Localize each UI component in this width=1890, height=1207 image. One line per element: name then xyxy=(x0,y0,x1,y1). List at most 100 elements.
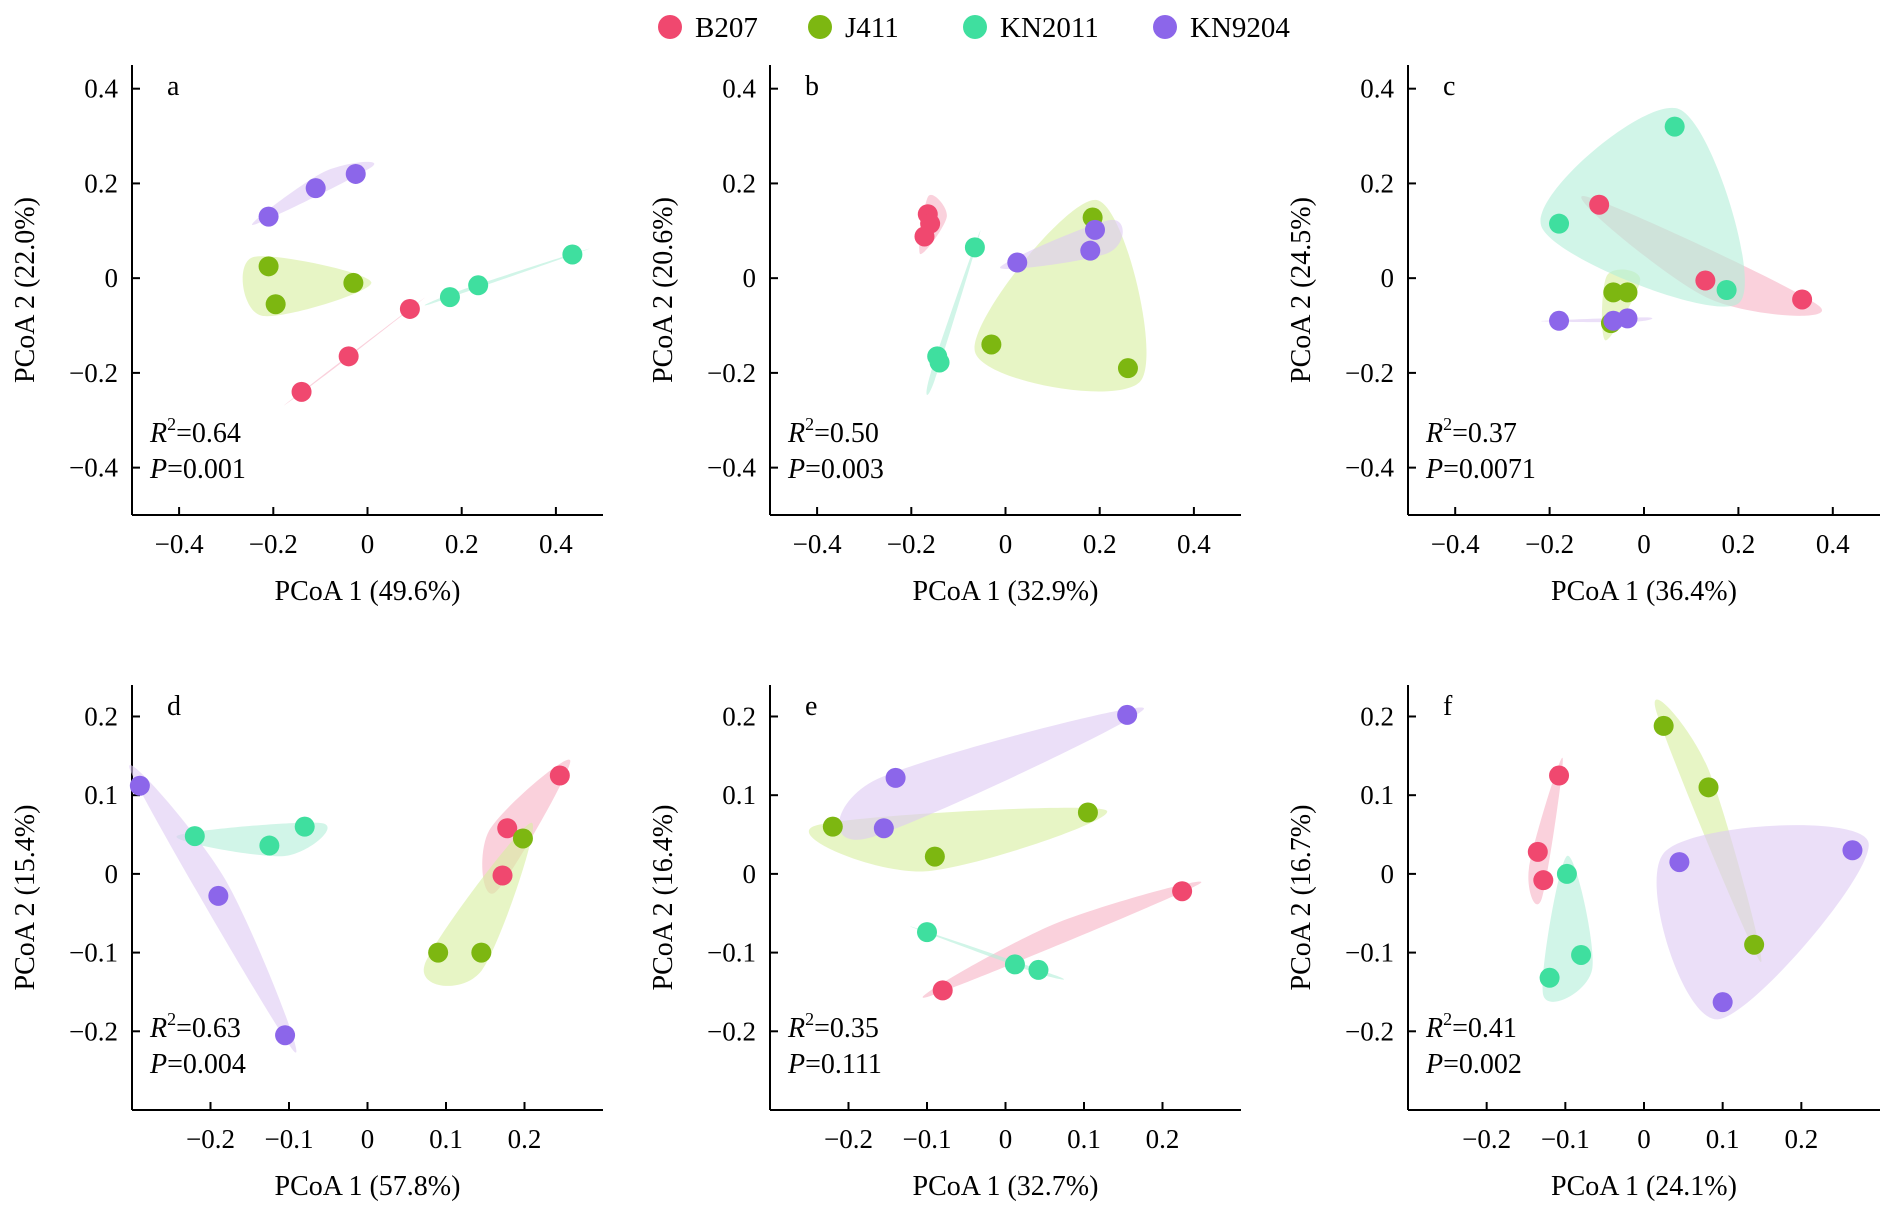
hull-kn2011 xyxy=(1542,855,1593,1002)
legend-item-kn9204: KN9204 xyxy=(1153,12,1290,44)
r-squared-text: R2=0.50 xyxy=(787,414,879,449)
hull-b207 xyxy=(922,881,1202,998)
legend-label: KN9204 xyxy=(1190,12,1290,44)
x-tick-label: −0.2 xyxy=(249,529,298,559)
panel-c: −0.4 −0.2 0 0.2 0.4 −0.4 −0.2 0 0.2 0.4 PCoA 1 (36… xyxy=(1286,65,1880,607)
point-b207 xyxy=(1549,765,1570,786)
panel-letter: d xyxy=(167,691,181,722)
legend-label: B207 xyxy=(695,12,758,44)
p-value-text: P=0.0071 xyxy=(1425,454,1536,485)
y-tick-label: −0.2 xyxy=(707,1016,756,1046)
x-tick-label: −0.4 xyxy=(1431,529,1480,559)
x-tick-label: −0.4 xyxy=(793,529,842,559)
point-j411 xyxy=(512,828,533,849)
x-tick-label: 0 xyxy=(999,529,1013,559)
y-tick-label: 0 xyxy=(743,263,757,293)
legend: B207 J411 KN2011 KN9204 xyxy=(658,12,1290,44)
legend-item-j411: J411 xyxy=(808,12,899,44)
point-j411 xyxy=(471,942,492,963)
point-kn2011 xyxy=(1539,967,1560,988)
panel-letter: f xyxy=(1443,691,1453,722)
point-b207 xyxy=(291,381,312,402)
legend-marker xyxy=(963,15,987,39)
hull-kn2011 xyxy=(176,822,328,857)
x-tick-label: −0.2 xyxy=(887,529,936,559)
panel-b: −0.4 −0.2 0 0.2 0.4 −0.4 −0.2 0 0.2 0.4 PCoA 1 (32… xyxy=(648,65,1241,607)
point-kn9204 xyxy=(129,775,150,796)
y-tick-label: 0 xyxy=(105,859,119,889)
y-tick-label: 0.2 xyxy=(1360,701,1394,731)
point-kn9204 xyxy=(1007,252,1028,273)
point-kn2011 xyxy=(1004,954,1025,975)
y-tick-label: 0 xyxy=(743,859,757,889)
point-kn2011 xyxy=(562,244,583,265)
point-j411 xyxy=(1117,358,1138,379)
r-squared-text: R2=0.37 xyxy=(1425,414,1517,449)
x-tick-label: 0 xyxy=(361,529,375,559)
y-tick-label: 0.1 xyxy=(84,780,118,810)
point-b207 xyxy=(1533,870,1554,891)
x-tick-label: 0.2 xyxy=(1784,1124,1818,1154)
x-tick-label: 0 xyxy=(1637,1124,1651,1154)
y-tick-label: 0.4 xyxy=(1360,74,1394,104)
panel-f: −0.2 −0.1 0 0.1 0.2 −0.2 −0.1 0 0.1 0.2 PCoA 1 (24… xyxy=(1286,685,1880,1202)
y-tick-label: 0.2 xyxy=(722,701,756,731)
point-kn9204 xyxy=(1617,308,1638,329)
x-tick-label: 0.4 xyxy=(1816,529,1850,559)
data-points xyxy=(822,704,1193,1001)
stats-annotation: R2=0.41 P=0.002 xyxy=(1425,1009,1522,1080)
point-kn2011 xyxy=(917,922,937,943)
point-kn9204 xyxy=(1549,310,1570,331)
y-axis-title: PCoA 2 (16.7%) xyxy=(1286,805,1317,991)
r-squared-text: R2=0.64 xyxy=(149,414,241,449)
point-j411 xyxy=(1077,802,1098,823)
group-hulls xyxy=(808,707,1202,998)
x-tick-label: 0.2 xyxy=(445,529,479,559)
data-points xyxy=(129,765,570,1046)
y-tick-label: 0.1 xyxy=(722,780,756,810)
x-tick-label: −0.2 xyxy=(1462,1124,1511,1154)
y-tick-label: 0.2 xyxy=(84,701,118,731)
y-tick-label: 0 xyxy=(1381,263,1395,293)
y-tick-label: 0 xyxy=(1381,859,1395,889)
point-kn2011 xyxy=(439,287,460,308)
y-axis-title: PCoA 2 (15.4%) xyxy=(10,805,41,991)
x-tick-label: 0.1 xyxy=(1706,1124,1740,1154)
point-b207 xyxy=(932,980,953,1001)
point-b207 xyxy=(914,226,935,247)
panel-d: −0.2 −0.1 0 0.1 0.2 −0.2 −0.1 0 0.1 0.2 PCoA 1 (57… xyxy=(10,685,603,1202)
y-tick-label: 0.1 xyxy=(1360,780,1394,810)
x-axis-title: PCoA 1 (32.7%) xyxy=(913,1171,1099,1202)
y-tick-label: −0.1 xyxy=(69,938,118,968)
p-value-text: P=0.002 xyxy=(1425,1049,1522,1080)
point-kn2011 xyxy=(259,835,280,856)
point-kn9204 xyxy=(275,1025,296,1046)
point-j411 xyxy=(1698,777,1719,798)
y-tick-label: −0.2 xyxy=(1345,358,1394,388)
data-points xyxy=(1527,715,1863,1013)
point-b207 xyxy=(399,298,420,319)
point-kn9204 xyxy=(1712,992,1733,1013)
point-b207 xyxy=(497,818,518,839)
x-tick-label: 0.2 xyxy=(508,1124,542,1154)
data-points xyxy=(1549,116,1813,334)
point-b207 xyxy=(1792,289,1813,310)
point-j411 xyxy=(265,294,286,315)
x-axis-title: PCoA 1 (57.8%) xyxy=(275,1171,461,1202)
hull-kn2011 xyxy=(1540,107,1745,307)
x-tick-label: −0.4 xyxy=(155,529,204,559)
point-kn2011 xyxy=(929,352,950,373)
y-axis-title: PCoA 2 (24.5%) xyxy=(1286,197,1317,383)
y-tick-label: −0.2 xyxy=(1345,1016,1394,1046)
y-tick-label: 0.4 xyxy=(722,74,756,104)
stats-annotation: R2=0.63 P=0.004 xyxy=(149,1009,246,1080)
point-b207 xyxy=(1527,841,1548,862)
point-kn2011 xyxy=(1556,863,1577,884)
point-b207 xyxy=(338,346,359,367)
point-kn9204 xyxy=(885,767,906,788)
point-kn2011 xyxy=(964,237,985,258)
group-hulls xyxy=(242,161,590,406)
panels: −0.4 −0.2 0 0.2 0.4 −0.4 −0.2 0 0.2 0.4 PCoA 1 (49… xyxy=(10,65,1880,1202)
y-tick-label: −0.1 xyxy=(1345,938,1394,968)
y-tick-label: −0.4 xyxy=(707,453,756,483)
